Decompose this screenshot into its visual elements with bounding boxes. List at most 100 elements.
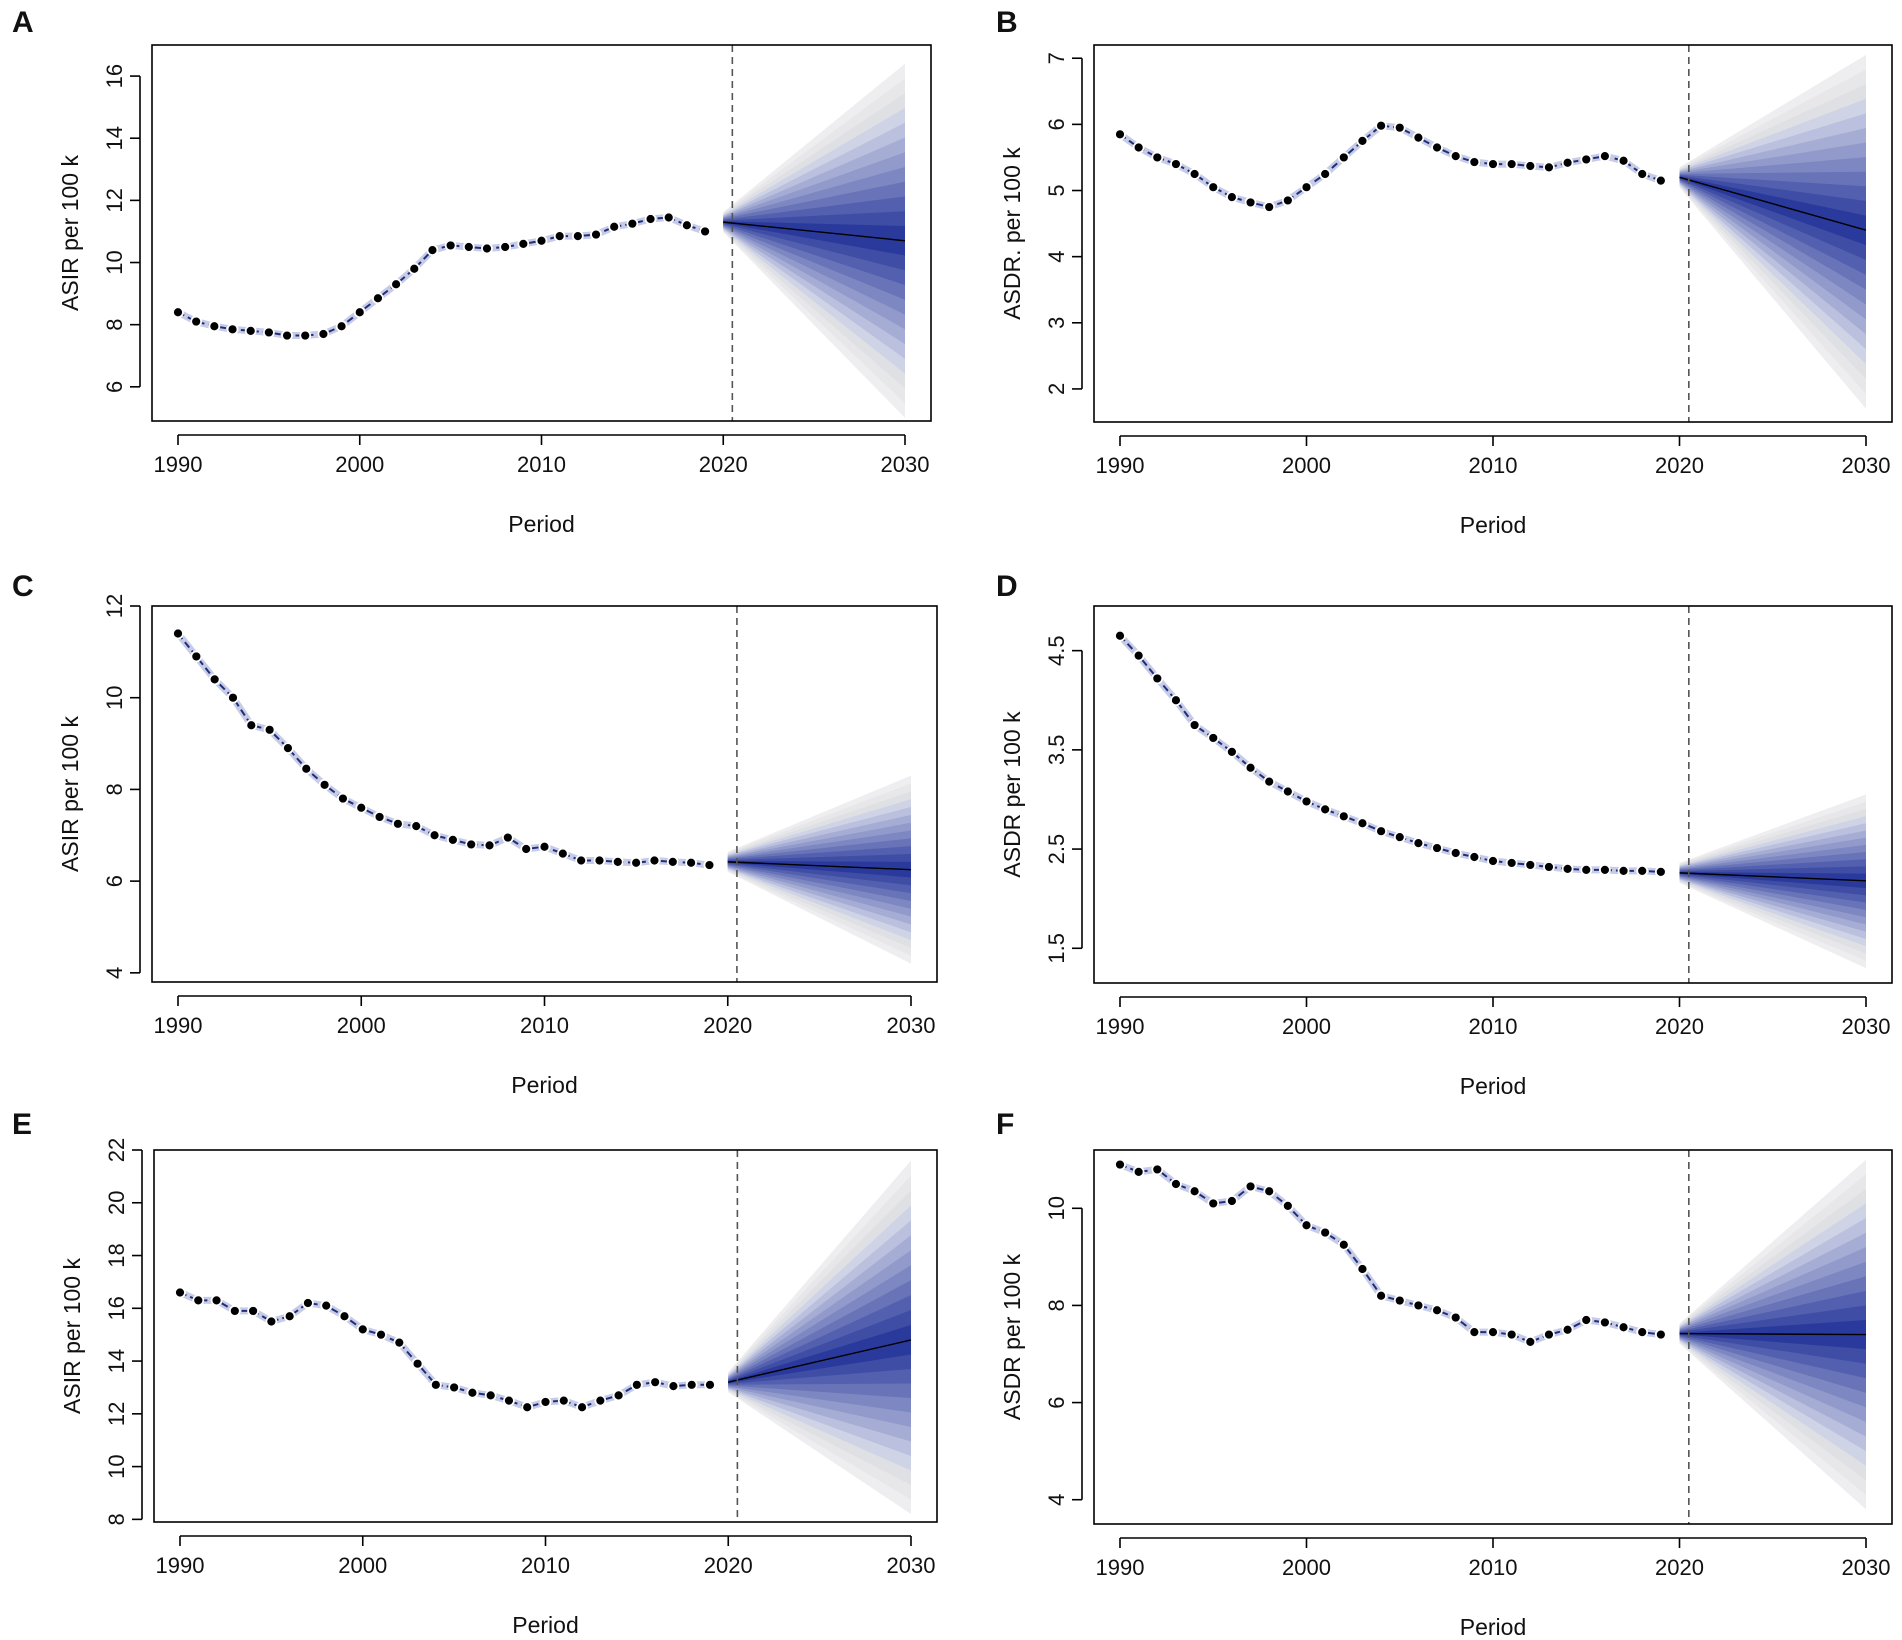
data-point xyxy=(681,219,693,232)
data-point xyxy=(1543,861,1555,873)
data-point xyxy=(1170,158,1182,170)
panel-e: E 1990 2000 2010 2020 2030 Period 8 10 12 14 16 18 20… xyxy=(12,1108,938,1638)
data-point xyxy=(1505,857,1518,869)
data-point xyxy=(1170,694,1182,707)
data-point xyxy=(1132,1165,1145,1178)
data-point xyxy=(1505,158,1518,170)
data-point xyxy=(1468,1326,1481,1339)
data-point xyxy=(355,801,368,814)
data-point xyxy=(1561,863,1574,875)
fan-band xyxy=(1679,175,1866,260)
plot-frame xyxy=(1093,44,1893,423)
y-tick-label: 4.5 xyxy=(1044,635,1069,666)
data-point xyxy=(1580,864,1593,876)
data-point xyxy=(172,627,184,640)
data-point xyxy=(1244,761,1257,774)
data-point xyxy=(1281,1199,1294,1212)
y-tick-label: 14 xyxy=(104,1349,129,1373)
x-tick-label: 2030 xyxy=(1842,453,1891,478)
panel-letter: A xyxy=(12,6,34,39)
y-axis-label: ASIR per 100 k xyxy=(57,716,83,872)
data-point xyxy=(320,1299,333,1312)
x-axis-label: Period xyxy=(1460,1614,1526,1640)
y-tick-label: 14 xyxy=(102,126,127,150)
data-point xyxy=(1393,1294,1406,1307)
data-point xyxy=(190,650,203,663)
data-point xyxy=(1393,831,1406,844)
data-point xyxy=(483,839,496,852)
data-point xyxy=(1617,864,1630,877)
data-point xyxy=(571,230,584,243)
panel-letter: C xyxy=(12,570,34,603)
data-point xyxy=(172,306,184,319)
data-point xyxy=(1375,1289,1387,1302)
data-point xyxy=(244,324,257,337)
data-point xyxy=(499,241,512,253)
data-point xyxy=(1132,141,1145,154)
x-tick-label: 2010 xyxy=(1469,1014,1518,1039)
data-point xyxy=(1599,864,1611,876)
data-point xyxy=(1375,119,1387,132)
y-tick-label: 10 xyxy=(1044,1196,1069,1220)
data-point xyxy=(1281,194,1294,207)
data-point xyxy=(1188,1185,1201,1198)
y-tick-label: 1.5 xyxy=(1044,933,1069,964)
data-point xyxy=(1151,151,1164,164)
y-axis-label: ASDR per 100 k xyxy=(999,711,1025,878)
x-tick-label: 2020 xyxy=(704,1553,753,1578)
data-point xyxy=(1561,156,1574,169)
data-point xyxy=(553,230,566,243)
data-point xyxy=(448,1381,461,1394)
data-point xyxy=(1449,847,1462,859)
x-tick-label: 2020 xyxy=(699,452,748,477)
data-point xyxy=(318,778,331,791)
data-point xyxy=(1300,795,1313,808)
x-axis-label: Period xyxy=(508,511,574,537)
x-tick-label: 2000 xyxy=(1282,1014,1331,1039)
data-point xyxy=(1207,181,1220,194)
data-point xyxy=(1319,803,1332,816)
forecast-fan xyxy=(727,775,912,964)
x-tick-label: 2010 xyxy=(517,452,566,477)
data-point xyxy=(1524,160,1537,172)
data-point xyxy=(174,1286,186,1299)
forecast-fan xyxy=(728,1160,912,1515)
x-tick-label: 2030 xyxy=(887,1553,936,1578)
data-point xyxy=(226,323,239,336)
data-point xyxy=(192,1294,205,1307)
data-point xyxy=(517,237,530,250)
panel-f: F 1990 2000 2010 2020 2030 Period 4 6 8 10 ASDR per… xyxy=(996,1108,1893,1640)
y-tick-label: 16 xyxy=(102,64,127,88)
data-point xyxy=(590,228,602,241)
data-point xyxy=(337,792,349,805)
x-axis-label: Period xyxy=(1460,1073,1526,1099)
data-point xyxy=(1226,191,1238,204)
data-point xyxy=(503,1394,515,1407)
forecast-fan xyxy=(1679,1159,1867,1510)
y-tick-label: 6 xyxy=(102,381,127,393)
data-point xyxy=(608,220,621,233)
x-tick-label: 1990 xyxy=(1096,1555,1145,1580)
data-point xyxy=(1263,775,1276,788)
y-tick-label: 4 xyxy=(1044,1494,1069,1506)
data-point xyxy=(1393,121,1406,134)
forecast-mean-line xyxy=(728,1339,912,1383)
data-point xyxy=(1114,128,1126,141)
data-point xyxy=(1226,745,1238,758)
data-point xyxy=(410,820,423,832)
y-tick-label: 10 xyxy=(102,250,127,274)
data-point xyxy=(263,723,276,736)
panel-d: D 1990 2000 2010 2020 2030 Period 1.5 2.5 3.5 4.5 A… xyxy=(996,570,1893,1099)
data-point xyxy=(1114,1158,1126,1171)
x-tick-label: 1990 xyxy=(154,1013,203,1038)
data-point xyxy=(1580,153,1593,166)
data-point xyxy=(1375,825,1387,838)
y-tick-label: 22 xyxy=(104,1138,129,1162)
forecast-mean-line xyxy=(1679,176,1867,231)
data-point xyxy=(1263,201,1276,213)
data-point xyxy=(1244,1180,1257,1193)
data-point xyxy=(411,1357,424,1370)
data-point xyxy=(1487,1326,1499,1339)
data-point xyxy=(1207,732,1220,744)
